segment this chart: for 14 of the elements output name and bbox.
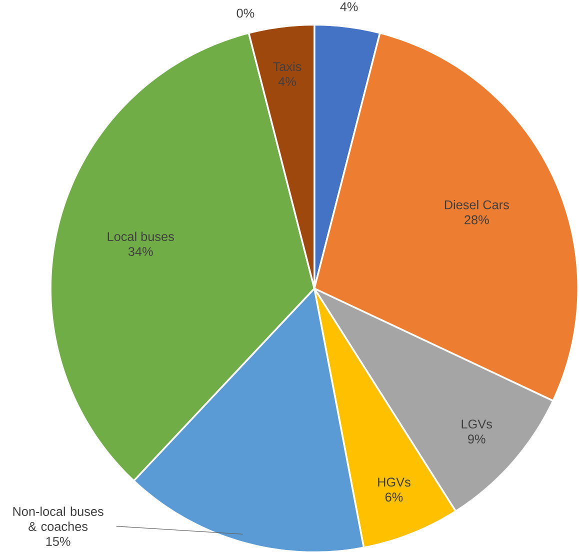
data-label: 6% [385,492,403,502]
slice-label: Diesel Cars [444,200,509,210]
slice-label: LGVs [462,420,492,428]
text: 0% [236,8,254,18]
data-label: 4% [340,2,358,12]
data-label: 15% [46,536,70,546]
data-label: 9% [468,434,486,444]
data-label: 34% [128,247,153,256]
data-label: 4% [278,77,296,86]
slice-label: Non-local buses & coaches [13,506,104,531]
slice-label: Taxis [273,62,302,72]
data-label: 28% [464,215,489,224]
slice-label: Local buses [108,232,174,241]
slice-label: HGVs [378,478,410,487]
